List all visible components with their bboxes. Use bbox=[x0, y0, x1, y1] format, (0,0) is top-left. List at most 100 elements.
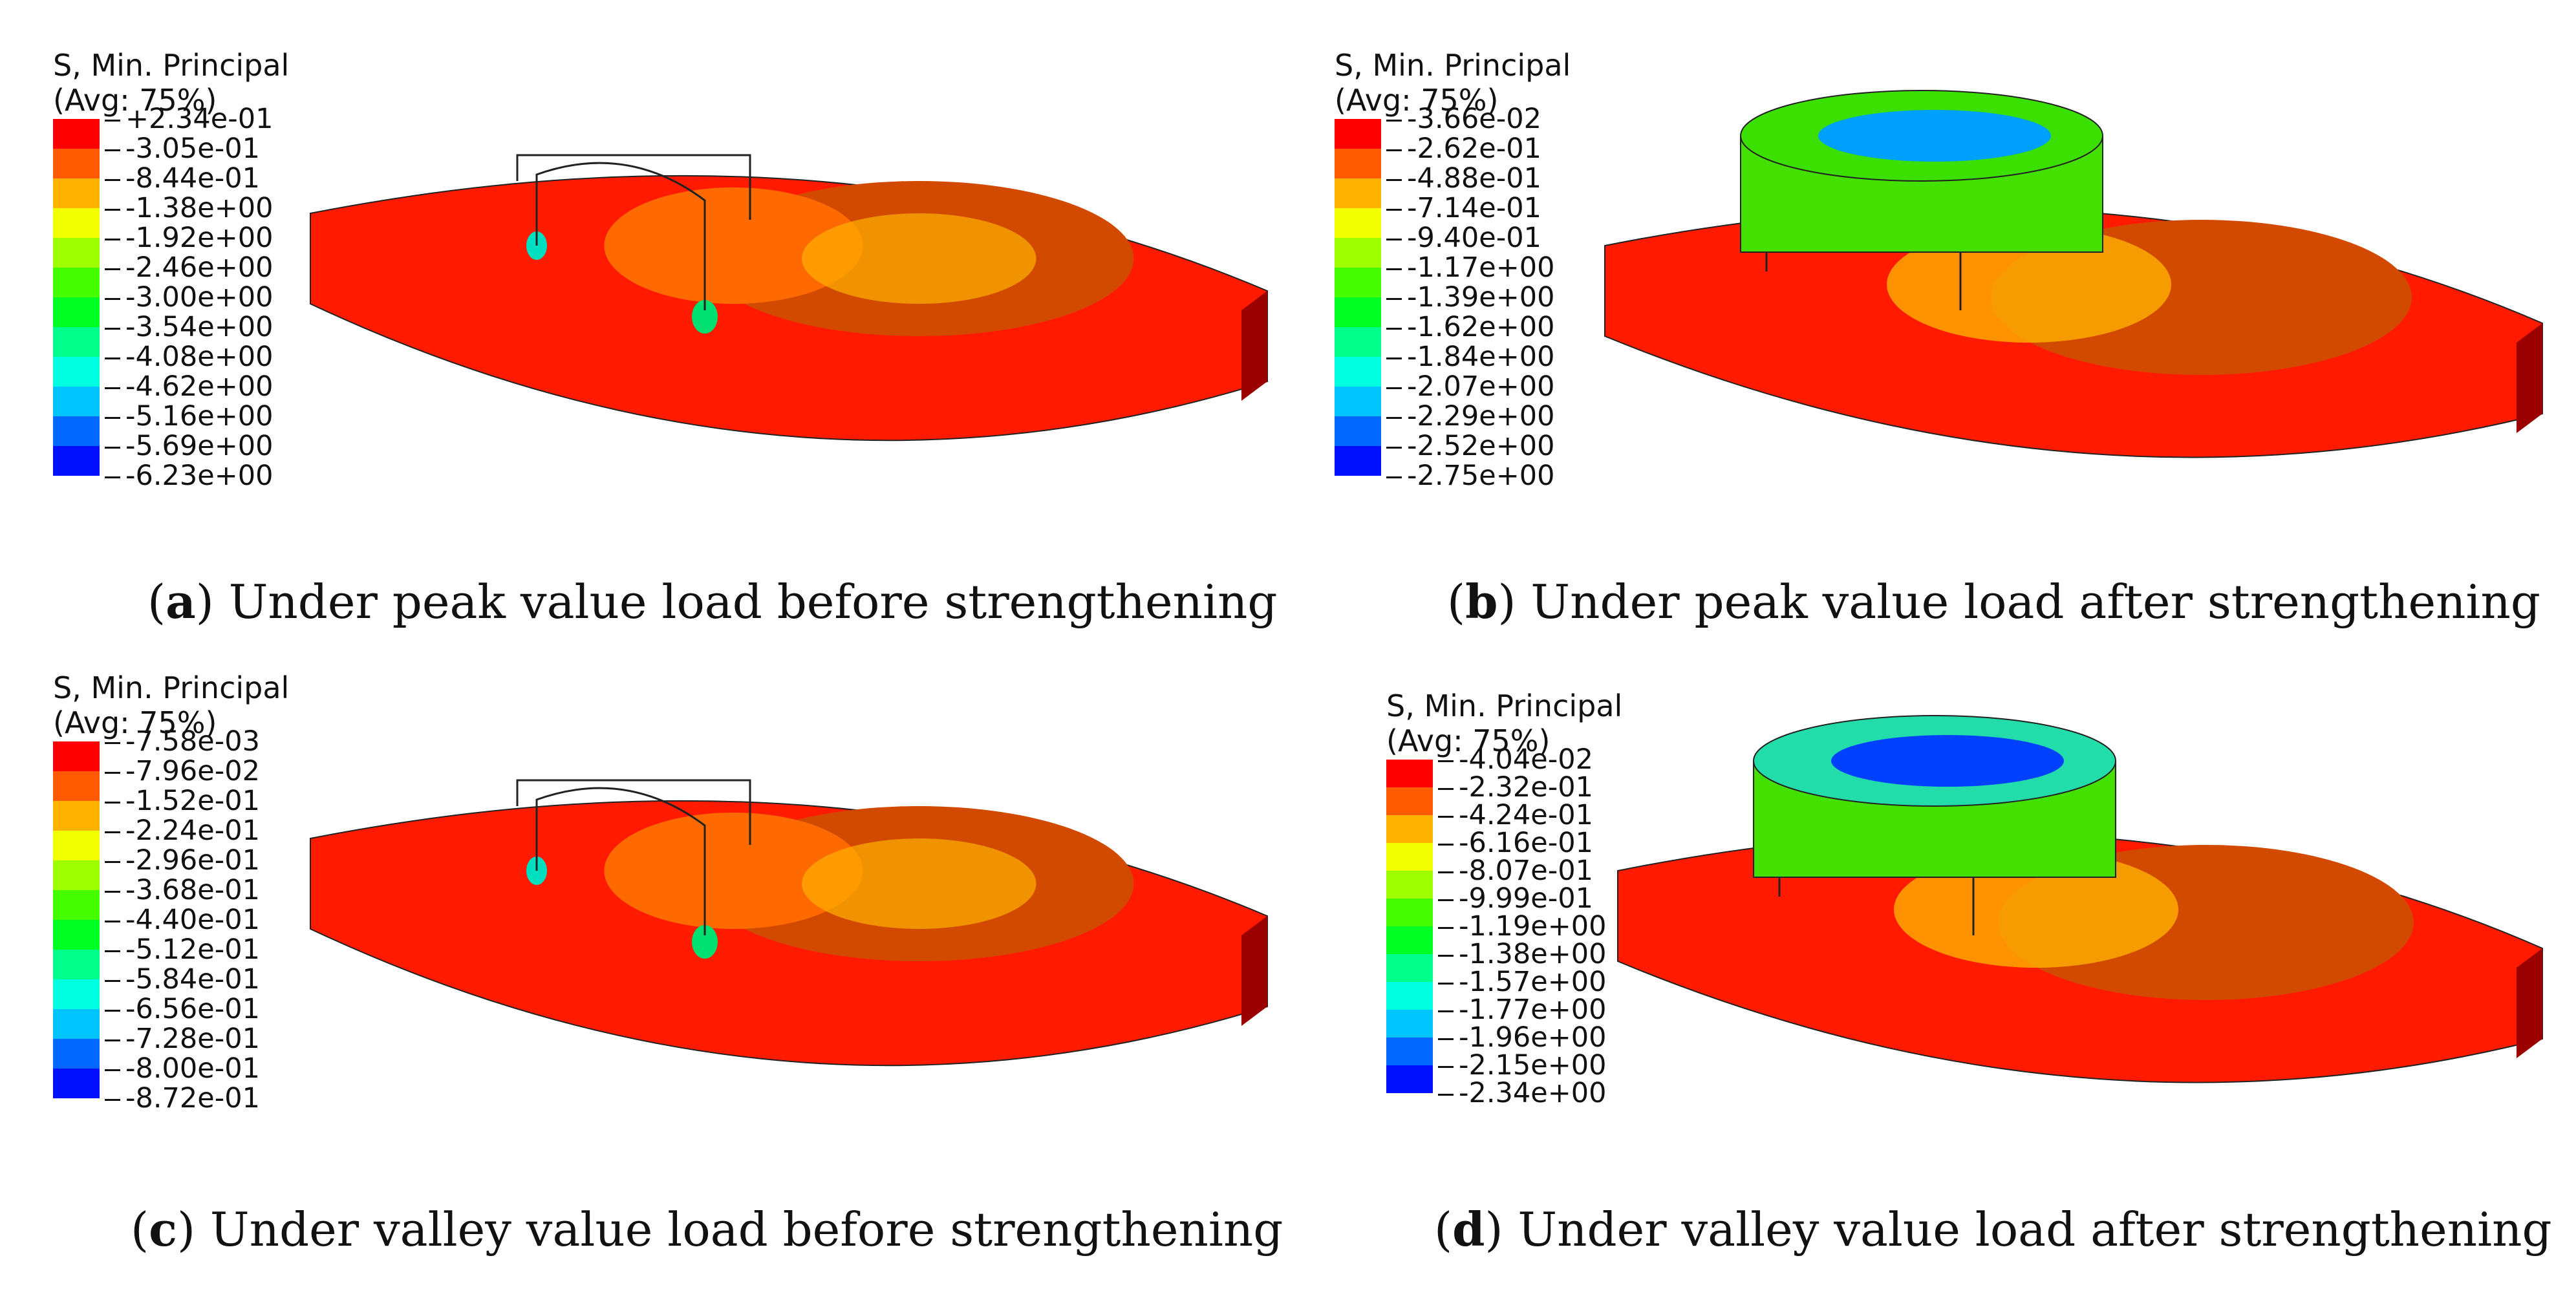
color-scale: -7.58e-03 -7.96e-02 -1.52e-01 -2.24e-01 -2.9… bbox=[53, 725, 289, 1114]
color-swatch bbox=[53, 801, 100, 831]
scale-label: +2.34e-01 bbox=[105, 103, 273, 135]
scale-label: -5.69e+00 bbox=[105, 430, 273, 462]
color-scale: -3.66e-02 -2.62e-01 -4.88e-01 -7.14e-01 -9.4… bbox=[1335, 103, 1571, 492]
scale-label: -2.75e+00 bbox=[1386, 460, 1554, 492]
color-swatch bbox=[1335, 119, 1381, 149]
color-swatch bbox=[53, 920, 100, 950]
color-swatch bbox=[53, 1009, 100, 1039]
scale-label: -4.62e+00 bbox=[105, 370, 273, 403]
scale-label: -1.17e+00 bbox=[1386, 251, 1554, 284]
color-swatch bbox=[53, 268, 100, 297]
color-swatch bbox=[53, 979, 100, 1009]
color-bar bbox=[53, 119, 100, 476]
color-swatch bbox=[1386, 982, 1433, 1010]
color-swatch bbox=[1386, 1065, 1433, 1093]
scale-label: -1.77e+00 bbox=[1438, 994, 1606, 1026]
scale-label: -8.72e-01 bbox=[105, 1082, 260, 1114]
color-swatch bbox=[1335, 357, 1381, 387]
color-swatch bbox=[53, 831, 100, 860]
scale-label: -2.46e+00 bbox=[105, 251, 273, 284]
color-swatch bbox=[1386, 1038, 1433, 1065]
scale-label: -2.96e-01 bbox=[105, 844, 260, 877]
panel-b: S, Min. Principal (Avg: 75%) -3.66e-02 -2… bbox=[1288, 0, 2576, 644]
panel-d: S, Min. Principal (Avg: 75%) -4.04e-02 -2… bbox=[1288, 644, 2576, 1289]
legend-title: S, Min. Principal bbox=[1335, 48, 1571, 83]
color-swatch bbox=[53, 860, 100, 890]
panel-a: S, Min. Principal (Avg: 75%) +2.34e-01 -3… bbox=[0, 0, 1288, 644]
color-swatch bbox=[1386, 871, 1433, 899]
color-swatch bbox=[53, 741, 100, 771]
color-swatch bbox=[1335, 327, 1381, 357]
contour-band bbox=[802, 838, 1036, 929]
color-swatch bbox=[53, 1039, 100, 1069]
color-swatch bbox=[53, 327, 100, 357]
color-swatch bbox=[1386, 899, 1433, 926]
color-swatch bbox=[1335, 178, 1381, 208]
color-swatch bbox=[1335, 297, 1381, 327]
color-swatch bbox=[53, 771, 100, 801]
scale-label: -2.15e+00 bbox=[1438, 1049, 1606, 1081]
scale-label: -1.19e+00 bbox=[1438, 910, 1606, 943]
scale-label: -3.66e-02 bbox=[1386, 103, 1541, 135]
scale-label: -6.16e-01 bbox=[1438, 827, 1593, 859]
scale-label: -1.38e+00 bbox=[105, 192, 273, 224]
contour-band bbox=[1894, 851, 2178, 968]
tunnel-lining bbox=[1778, 877, 1975, 935]
scale-label: -1.84e+00 bbox=[1386, 341, 1554, 373]
color-swatch bbox=[1386, 843, 1433, 871]
stress-contour-model bbox=[1617, 715, 2543, 1083]
color-swatch bbox=[53, 297, 100, 327]
color-bar bbox=[1335, 119, 1381, 476]
color-swatch bbox=[1386, 815, 1433, 843]
slab-edge bbox=[2517, 323, 2542, 433]
scale-label: -3.05e-01 bbox=[105, 133, 260, 165]
scale-label: -5.12e-01 bbox=[105, 933, 260, 966]
color-swatch bbox=[53, 446, 100, 476]
scale-label: -1.62e+00 bbox=[1386, 311, 1554, 343]
stress-contour-model bbox=[1604, 90, 2543, 458]
color-swatch bbox=[1386, 1010, 1433, 1038]
scale-label: -1.96e+00 bbox=[1438, 1021, 1606, 1054]
legend-title: S, Min. Principal bbox=[53, 670, 290, 705]
scale-label: -2.62e-01 bbox=[1386, 133, 1541, 165]
color-swatch bbox=[53, 208, 100, 238]
color-bar bbox=[1386, 760, 1433, 1093]
scale-label: -8.44e-01 bbox=[105, 162, 260, 195]
legend-c: S, Min. Principal (Avg: 75%) -7.58e-03 -7… bbox=[53, 670, 290, 1114]
scale-label: -4.88e-01 bbox=[1386, 162, 1541, 195]
scale-label: -2.24e-01 bbox=[105, 815, 260, 847]
scale-label: -4.40e-01 bbox=[105, 904, 260, 936]
color-scale: -4.04e-02 -2.32e-01 -4.24e-01 -6.16e-01 -8.0… bbox=[1386, 743, 1622, 1109]
scale-label: -3.00e+00 bbox=[105, 281, 273, 314]
scale-label: -2.34e+00 bbox=[1438, 1077, 1606, 1109]
color-swatch bbox=[53, 890, 100, 920]
tunnel-lining bbox=[535, 787, 706, 935]
color-swatch bbox=[1386, 926, 1433, 954]
scale-label: -7.28e-01 bbox=[105, 1023, 260, 1055]
scale-label: -1.38e+00 bbox=[1438, 938, 1606, 970]
caption-letter: a bbox=[166, 574, 196, 629]
color-swatch bbox=[1335, 446, 1381, 476]
stress-hotspot bbox=[692, 925, 718, 959]
scale-label: -9.40e-01 bbox=[1386, 222, 1541, 254]
scale-label: -1.92e+00 bbox=[105, 222, 273, 254]
stress-hotspot bbox=[1818, 110, 2051, 162]
legend-b: S, Min. Principal (Avg: 75%) -3.66e-02 -2… bbox=[1335, 48, 1571, 492]
scale-label: -5.84e-01 bbox=[105, 963, 260, 996]
scale-label: -9.99e-01 bbox=[1438, 882, 1593, 915]
color-swatch bbox=[1335, 387, 1381, 416]
caption-letter: b bbox=[1465, 574, 1498, 629]
color-swatch bbox=[53, 238, 100, 268]
contour-band bbox=[604, 813, 863, 929]
color-swatch bbox=[1335, 238, 1381, 268]
color-scale: +2.34e-01 -3.05e-01 -8.44e-01 -1.38e+00 -1.9… bbox=[53, 103, 289, 492]
caption-b: (b) Under peak value load after strength… bbox=[1447, 574, 2540, 629]
scale-label: -8.07e-01 bbox=[1438, 855, 1593, 887]
scale-label: -1.52e-01 bbox=[105, 785, 260, 817]
tunnel-outline bbox=[516, 779, 751, 845]
scale-label: -6.23e+00 bbox=[105, 460, 273, 492]
color-swatch bbox=[53, 1069, 100, 1098]
scale-label: -7.14e-01 bbox=[1386, 192, 1541, 224]
tunnel-lining bbox=[1765, 252, 1962, 310]
color-swatch bbox=[53, 950, 100, 979]
